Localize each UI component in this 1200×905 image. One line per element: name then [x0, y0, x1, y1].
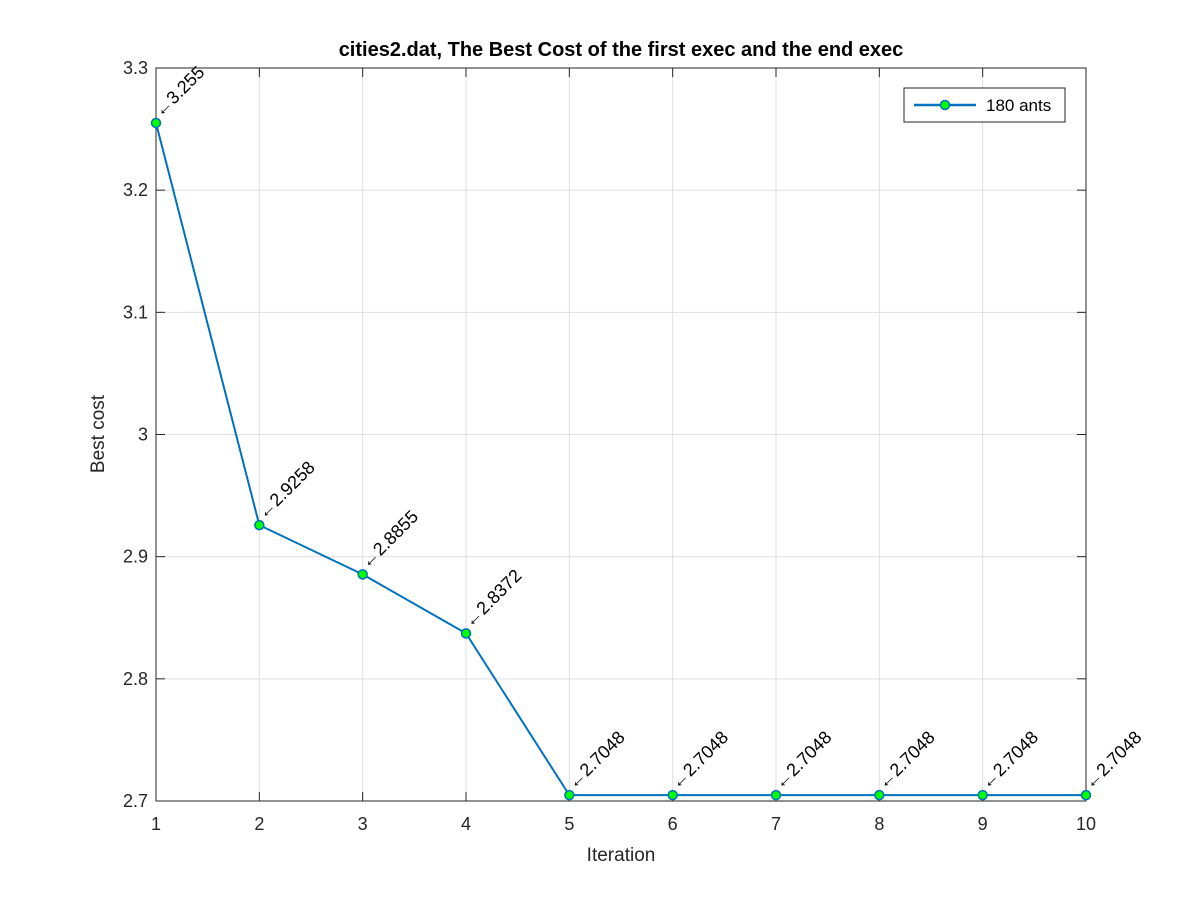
x-axis-label: Iteration [587, 845, 656, 866]
legend[interactable]: 180 ants [903, 87, 1066, 123]
data-point[interactable] [874, 789, 885, 801]
y-axis-label: Best cost [88, 394, 109, 473]
x-tick-label: 10 [1076, 814, 1096, 834]
data-point[interactable] [357, 569, 368, 580]
x-tick-label: 9 [978, 814, 988, 834]
x-tick-label: 3 [358, 814, 368, 834]
series-line [155, 122, 1086, 797]
series-layer [150, 117, 1092, 801]
x-tick-label: 7 [771, 814, 781, 834]
y-tick-label: 3.1 [123, 302, 148, 322]
legend-label: 180 ants [986, 96, 1051, 115]
data-point[interactable] [564, 789, 575, 801]
y-tick-label: 3.3 [123, 58, 148, 78]
data-point[interactable] [977, 789, 988, 801]
chart-title: cities2.dat, The Best Cost of the first … [339, 39, 904, 61]
data-point[interactable] [667, 789, 678, 801]
x-tick-label: 4 [461, 814, 471, 834]
y-tick-label: 2.7 [123, 791, 148, 811]
tick-labels: 1 2 3 4 5 6 7 8 9 10 2.7 2.8 2.9 3 3.1 3.2 3.3 [123, 58, 1096, 834]
x-tick-label: 2 [254, 814, 264, 834]
x-tick-label: 1 [151, 814, 161, 834]
y-tick-label: 3 [138, 425, 148, 445]
data-point[interactable] [254, 519, 265, 531]
x-tick-label: 8 [874, 814, 884, 834]
y-tick-label: 2.8 [123, 669, 148, 689]
data-point[interactable] [460, 628, 472, 639]
y-tick-label: 3.2 [123, 180, 148, 200]
x-tick-label: 5 [564, 814, 574, 834]
data-point[interactable] [1080, 789, 1092, 801]
data-label: ←2.7048 [1080, 727, 1146, 793]
y-tick-label: 2.9 [123, 547, 148, 567]
data-point[interactable] [770, 789, 782, 801]
data-point[interactable] [150, 117, 162, 129]
x-tick-label: 6 [668, 814, 678, 834]
legend-marker-swatch [939, 99, 951, 111]
